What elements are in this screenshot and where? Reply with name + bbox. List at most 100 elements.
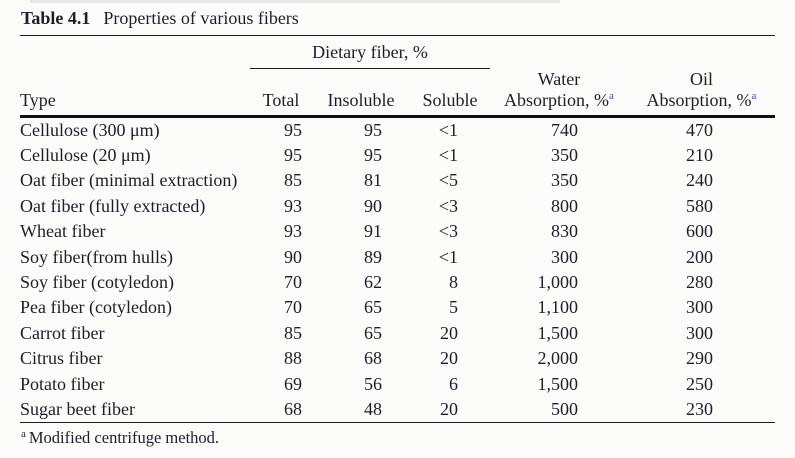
cell-total: 90	[284, 246, 302, 267]
spanner-label: Dietary fiber, %	[312, 41, 428, 62]
cell-insoluble: 48	[312, 396, 410, 424]
cell-insoluble: 91	[364, 221, 382, 242]
cell-soluble: 20	[440, 348, 458, 369]
cell-soluble: 5	[449, 297, 458, 318]
table-title: Table 4.1 Properties of various fibers	[20, 5, 775, 36]
oil-header-line2: Absorption, %	[646, 89, 752, 110]
cell-oil-absorption: 250	[686, 373, 713, 394]
table-row: Cellulose (300 μm) 95 95 <1 740 470	[20, 116, 775, 143]
cell-total: 69	[284, 373, 302, 394]
cell-fiber-type: Soy fiber (cotyledon)	[20, 271, 174, 292]
cell-insoluble: 95	[364, 144, 382, 165]
cell-soluble: <1	[438, 144, 458, 165]
cell-total: 95	[284, 119, 302, 140]
cell-oil-absorption: 290	[686, 348, 713, 369]
footnote: a Modified centrifuge method.	[20, 423, 775, 448]
water-header-line1: Water	[537, 68, 581, 89]
table-number: Table 4.1	[21, 8, 91, 28]
table-row: Sugar beet fiber 68 48 20 500 230	[20, 396, 775, 424]
cell-insoluble: 81	[364, 170, 382, 191]
cell-total: 95	[284, 144, 302, 165]
cell-fiber-type: Cellulose (300 μm)	[20, 119, 160, 140]
cell-total: 70	[284, 297, 302, 318]
properties-table: Dietary fiber, % Type Total Insoluble So…	[20, 36, 775, 424]
col-header-type: Type	[20, 68, 250, 118]
cell-total: 70	[284, 271, 302, 292]
cell-insoluble: 95	[364, 119, 382, 140]
cell-total: 88	[284, 348, 302, 369]
table-row: Cellulose (20 μm) 95 95 <1 350 210	[20, 143, 775, 168]
cell-water-absorption: 830	[551, 221, 578, 242]
cell-total: 85	[284, 322, 302, 343]
table-row: Wheat fiber 93 91 <3 830 600	[20, 219, 775, 244]
cell-fiber-type: Soy fiber(from hulls)	[20, 246, 173, 267]
cell-fiber-type: Potato fiber	[20, 373, 105, 394]
table-row: Oat fiber (fully extracted) 93 90 <3 800…	[20, 194, 775, 219]
cell-fiber-type: Carrot fiber	[20, 322, 105, 343]
cell-total: 68	[250, 396, 312, 424]
cell-water-absorption: 350	[551, 170, 578, 191]
table-row: Oat fiber (minimal extraction) 85 81 <5 …	[20, 168, 775, 193]
table-row: Citrus fiber 88 68 20 2,000 290	[20, 346, 775, 371]
cell-soluble: <3	[438, 195, 458, 216]
cell-oil-absorption: 280	[686, 271, 713, 292]
cell-fiber-type: Oat fiber (fully extracted)	[20, 195, 206, 216]
col-header-oil-absorption: Oil Absorption, %a	[628, 68, 775, 118]
table-row: Potato fiber 69 56 6 1,500 250	[20, 372, 775, 397]
cell-soluble: <1	[438, 246, 458, 267]
cell-oil-absorption: 300	[686, 322, 713, 343]
cell-oil-absorption: 580	[686, 195, 713, 216]
cell-insoluble: 89	[364, 246, 382, 267]
cell-water-absorption: 800	[551, 195, 578, 216]
cell-insoluble: 90	[364, 195, 382, 216]
cell-fiber-type: Pea fiber (cotyledon)	[20, 297, 172, 318]
cell-water-absorption: 1,100	[537, 297, 579, 318]
cell-fiber-type: Citrus fiber	[20, 348, 103, 369]
cell-water-absorption: 300	[551, 246, 578, 267]
cell-soluble: <1	[438, 119, 458, 140]
spanner-spacer	[490, 36, 628, 69]
cell-insoluble: 62	[364, 271, 382, 292]
cell-fiber-type: Wheat fiber	[20, 221, 106, 242]
table-row: Soy fiber (cotyledon) 70 62 8 1,000 280	[20, 270, 775, 295]
cell-oil-absorption: 600	[686, 221, 713, 242]
spanner-row: Dietary fiber, %	[20, 36, 775, 69]
footnote-ref-water: a	[609, 89, 614, 102]
cell-oil-absorption: 230	[628, 396, 775, 424]
scan-artifact	[30, 0, 560, 3]
table-body: Cellulose (300 μm) 95 95 <1 740 470 Cell…	[20, 116, 775, 424]
cell-fiber-type: Oat fiber (minimal extraction)	[20, 170, 238, 191]
cell-water-absorption: 740	[551, 119, 578, 140]
cell-water-absorption: 1,000	[537, 271, 579, 292]
cell-insoluble: 68	[364, 348, 382, 369]
col-header-total: Total	[250, 68, 312, 118]
cell-fiber-type: Sugar beet fiber	[20, 396, 250, 424]
cell-insoluble: 56	[364, 373, 382, 394]
cell-fiber-type: Cellulose (20 μm)	[20, 144, 151, 165]
cell-water-absorption: 1,500	[537, 322, 579, 343]
cell-oil-absorption: 200	[686, 246, 713, 267]
spanner-dietary-fiber: Dietary fiber, %	[250, 36, 490, 69]
cell-total: 93	[284, 195, 302, 216]
table-row: Carrot fiber 85 65 20 1,500 300	[20, 321, 775, 346]
cell-water-absorption: 350	[551, 144, 578, 165]
footnote-marker: a	[21, 427, 26, 440]
cell-oil-absorption: 210	[686, 144, 713, 165]
footnote-text: Modified centrifuge method.	[28, 428, 220, 448]
spanner-spacer	[20, 36, 250, 69]
cell-soluble: <3	[438, 221, 458, 242]
oil-header-line1: Oil	[689, 68, 713, 89]
header-row: Type Total Insoluble Soluble Water Absor…	[20, 68, 775, 118]
cell-water-absorption: 2,000	[537, 348, 579, 369]
cell-water-absorption: 1,500	[537, 373, 579, 394]
cell-total: 93	[284, 221, 302, 242]
cell-oil-absorption: 240	[686, 170, 713, 191]
cell-soluble: 6	[449, 373, 458, 394]
col-header-insoluble: Insoluble	[312, 68, 410, 118]
table-row: Soy fiber(from hulls) 90 89 <1 300 200	[20, 245, 775, 270]
cell-soluble: <5	[438, 170, 458, 191]
col-header-water-absorption: Water Absorption, %a	[490, 68, 628, 118]
water-header-line2: Absorption, %	[504, 89, 610, 110]
cell-total: 85	[284, 170, 302, 191]
